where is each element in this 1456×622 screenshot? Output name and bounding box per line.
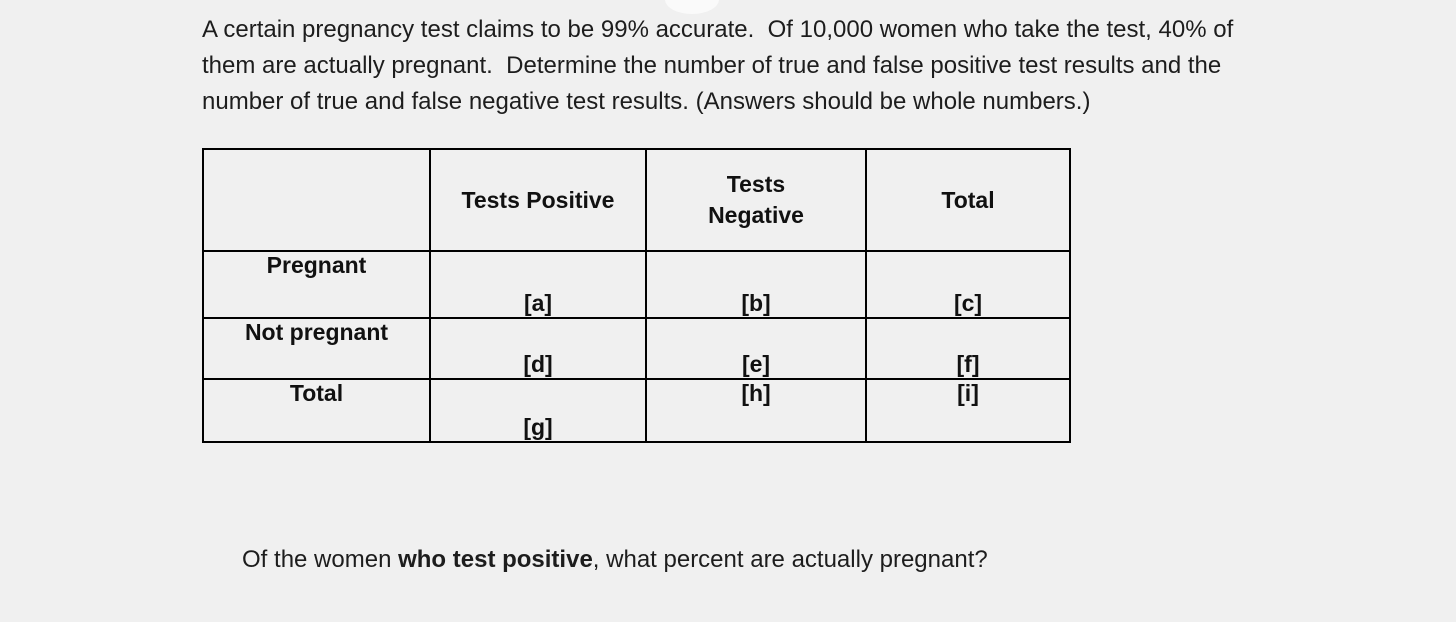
corner-cell	[202, 148, 431, 252]
frequency-table: Tests Positive Tests Negative Total Preg…	[202, 148, 1071, 443]
answer-cell-i: [i]	[865, 378, 1071, 443]
answer-cell-f: [f]	[865, 317, 1071, 380]
table-header-row: Tests Positive Tests Negative Total	[202, 148, 1071, 252]
row-label-total: Total	[202, 378, 431, 443]
table-row-not-pregnant: Not pregnant [d] [e] [f]	[202, 317, 1071, 380]
row-label-not-pregnant: Not pregnant	[202, 317, 431, 380]
answer-cell-g: [g]	[429, 378, 647, 443]
answer-cell-d: [d]	[429, 317, 647, 380]
answer-cell-b: [b]	[645, 250, 867, 319]
answer-cell-e: [e]	[645, 317, 867, 380]
answer-cell-c: [c]	[865, 250, 1071, 319]
question-line-2: (Give your answer as a percent, to two d…	[202, 614, 988, 622]
problem-statement: A certain pregnancy test claims to be 99…	[202, 16, 1234, 115]
answer-cell-a: [a]	[429, 250, 647, 319]
row-label-pregnant: Pregnant	[202, 250, 431, 319]
table-row-total: Total [g] [h] [i]	[202, 378, 1071, 443]
decorative-blob	[665, 0, 719, 14]
question-line-1: Of the women who test positive, what per…	[202, 506, 988, 614]
follow-up-question: Of the women who test positive, what per…	[202, 506, 988, 622]
header-tests-negative: Tests Negative	[645, 148, 867, 252]
table-row-pregnant: Pregnant [a] [b] [c]	[202, 250, 1071, 319]
question-text: Of the women	[242, 546, 399, 573]
answer-cell-h: [h]	[645, 378, 867, 443]
header-tests-positive: Tests Positive	[429, 148, 647, 252]
header-total: Total	[865, 148, 1071, 252]
question-text-suffix: , what percent are actually pregnant?	[592, 546, 988, 573]
question-bold-text: who test positive	[398, 546, 593, 573]
